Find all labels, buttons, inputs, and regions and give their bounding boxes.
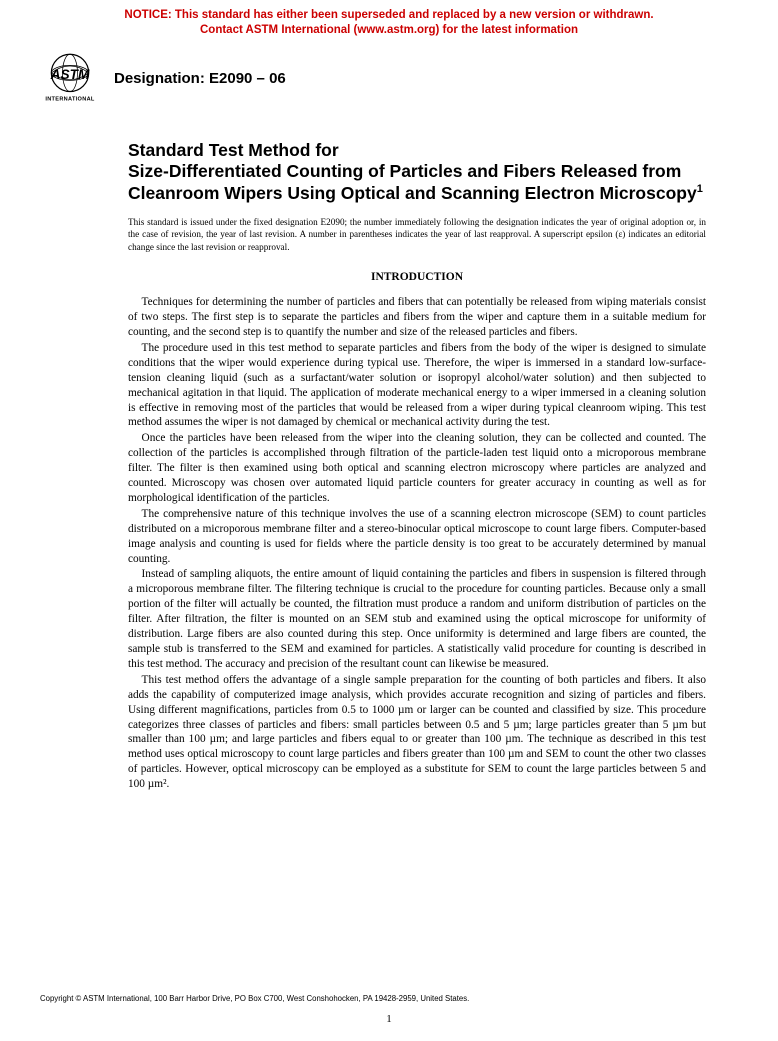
header-row: ASTM INTERNATIONAL Designation: E2090 – …	[0, 42, 778, 104]
intro-paragraph: This test method offers the advantage of…	[128, 673, 706, 792]
document-title: Standard Test Method for Size-Differenti…	[128, 140, 706, 204]
introduction-heading: INTRODUCTION	[128, 271, 706, 283]
astm-logo-icon: ASTM INTERNATIONAL	[38, 48, 102, 104]
introduction-body: Techniques for determining the number of…	[128, 295, 706, 792]
intro-paragraph: The procedure used in this test method t…	[128, 341, 706, 430]
svg-text:ASTM: ASTM	[50, 67, 90, 82]
copyright-notice: Copyright © ASTM International, 100 Barr…	[40, 994, 469, 1003]
intro-paragraph: Instead of sampling aliquots, the entire…	[128, 567, 706, 671]
designation-prefix: Designation:	[114, 70, 209, 87]
designation-code: E2090 – 06	[209, 70, 286, 87]
intro-paragraph: The comprehensive nature of this techniq…	[128, 507, 706, 567]
notice-line-1: NOTICE: This standard has either been su…	[124, 9, 653, 21]
notice-line-2: Contact ASTM International (www.astm.org…	[200, 24, 578, 36]
issuance-note: This standard is issued under the fixed …	[128, 216, 706, 253]
title-line-1: Standard Test Method for	[128, 140, 339, 160]
title-line-2: Size-Differentiated Counting of Particle…	[128, 161, 697, 202]
svg-text:INTERNATIONAL: INTERNATIONAL	[45, 96, 95, 102]
notice-banner: NOTICE: This standard has either been su…	[0, 0, 778, 42]
title-footnote-ref: 1	[697, 183, 703, 195]
main-content: Standard Test Method for Size-Differenti…	[0, 104, 778, 792]
page-number: 1	[0, 1013, 778, 1025]
designation-label: Designation: E2090 – 06	[114, 64, 286, 87]
intro-paragraph: Once the particles have been released fr…	[128, 431, 706, 506]
intro-paragraph: Techniques for determining the number of…	[128, 295, 706, 340]
